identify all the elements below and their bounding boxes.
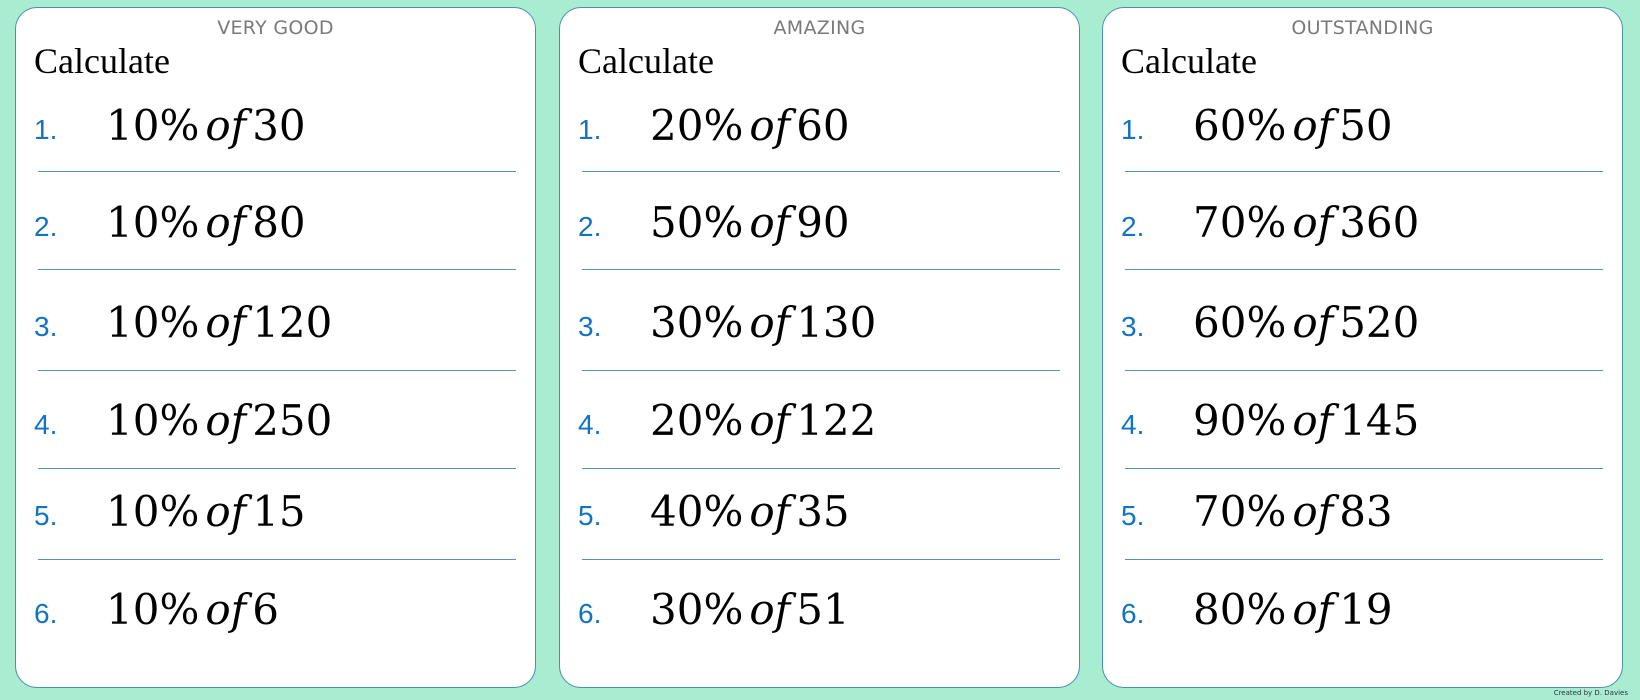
question-row: 4. 10% of 250 — [16, 396, 535, 461]
question-expression: 40% of 35 — [650, 487, 850, 536]
answer-line — [582, 559, 1060, 560]
question-row: 1. 20% of 60 — [560, 101, 1079, 166]
answer-line — [582, 171, 1060, 172]
answer-line — [1125, 559, 1603, 560]
question-row: 6. 30% of 51 — [560, 585, 1079, 650]
answer-line — [38, 559, 516, 560]
question-expression: 70% of 83 — [1193, 487, 1393, 536]
question-number: 4. — [34, 409, 58, 440]
answer-line — [38, 269, 516, 270]
question-row: 5. 40% of 35 — [560, 487, 1079, 552]
question-row: 4. 20% of 122 — [560, 396, 1079, 461]
card-heading: Calculate — [578, 41, 714, 81]
question-expression: 80% of 19 — [1193, 585, 1393, 634]
question-row: 5. 70% of 83 — [1103, 487, 1622, 552]
question-row: 2. 70% of 360 — [1103, 198, 1622, 263]
question-number: 3. — [1121, 311, 1145, 342]
question-number: 5. — [34, 500, 58, 531]
question-expression: 30% of 130 — [650, 298, 877, 347]
worksheet-card-amazing: AMAZING Calculate 1. 20% of 60 2. 50% of 90 … — [559, 7, 1080, 688]
question-number: 1. — [578, 114, 602, 145]
question-number: 2. — [34, 211, 58, 242]
answer-line — [1125, 468, 1603, 469]
question-expression: 50% of 90 — [650, 198, 850, 247]
question-number: 5. — [578, 500, 602, 531]
question-expression: 90% of 145 — [1193, 396, 1420, 445]
question-number: 2. — [578, 211, 602, 242]
question-number: 6. — [1121, 598, 1145, 629]
answer-line — [38, 171, 516, 172]
question-number: 2. — [1121, 211, 1145, 242]
question-expression: 20% of 122 — [650, 396, 877, 445]
question-row: 2. 50% of 90 — [560, 198, 1079, 263]
question-number: 6. — [34, 598, 58, 629]
answer-line — [582, 269, 1060, 270]
question-number: 6. — [578, 598, 602, 629]
card-heading: Calculate — [34, 41, 170, 81]
question-expression: 60% of 50 — [1193, 101, 1393, 150]
question-expression: 60% of 520 — [1193, 298, 1420, 347]
question-expression: 20% of 60 — [650, 101, 850, 150]
answer-line — [38, 370, 516, 371]
question-number: 3. — [578, 311, 602, 342]
question-row: 4. 90% of 145 — [1103, 396, 1622, 461]
question-expression: 10% of 15 — [106, 487, 306, 536]
question-expression: 70% of 360 — [1193, 198, 1420, 247]
question-number: 1. — [1121, 114, 1145, 145]
question-row: 3. 30% of 130 — [560, 298, 1079, 363]
question-row: 1. 10% of 30 — [16, 101, 535, 166]
question-row: 2. 10% of 80 — [16, 198, 535, 263]
worksheet-card-very-good: VERY GOOD Calculate 1. 10% of 30 2. 10% of 8… — [15, 7, 536, 688]
question-expression: 10% of 80 — [106, 198, 306, 247]
answer-line — [582, 370, 1060, 371]
question-expression: 30% of 51 — [650, 585, 850, 634]
question-row: 3. 10% of 120 — [16, 298, 535, 363]
answer-line — [1125, 171, 1603, 172]
answer-line — [38, 468, 516, 469]
answer-line — [1125, 370, 1603, 371]
question-row: 6. 10% of 6 — [16, 585, 535, 650]
card-heading: Calculate — [1121, 41, 1257, 81]
question-expression: 10% of 250 — [106, 396, 333, 445]
question-number: 4. — [1121, 409, 1145, 440]
card-level-label: AMAZING — [773, 17, 866, 39]
question-number: 1. — [34, 114, 58, 145]
worksheet-card-outstanding: OUTSTANDING Calculate 1. 60% of 50 2. 70% o… — [1102, 7, 1623, 688]
question-number: 5. — [1121, 500, 1145, 531]
footer-credit: Created by D. Davies — [1553, 689, 1628, 697]
question-expression: 10% of 120 — [106, 298, 333, 347]
question-row: 6. 80% of 19 — [1103, 585, 1622, 650]
question-row: 5. 10% of 15 — [16, 487, 535, 552]
answer-line — [1125, 269, 1603, 270]
question-number: 4. — [578, 409, 602, 440]
question-expression: 10% of 6 — [106, 585, 279, 634]
question-number: 3. — [34, 311, 58, 342]
question-expression: 10% of 30 — [106, 101, 306, 150]
question-row: 3. 60% of 520 — [1103, 298, 1622, 363]
card-level-label: OUTSTANDING — [1291, 17, 1434, 39]
answer-line — [582, 468, 1060, 469]
card-level-label: VERY GOOD — [217, 17, 334, 39]
question-row: 1. 60% of 50 — [1103, 101, 1622, 166]
